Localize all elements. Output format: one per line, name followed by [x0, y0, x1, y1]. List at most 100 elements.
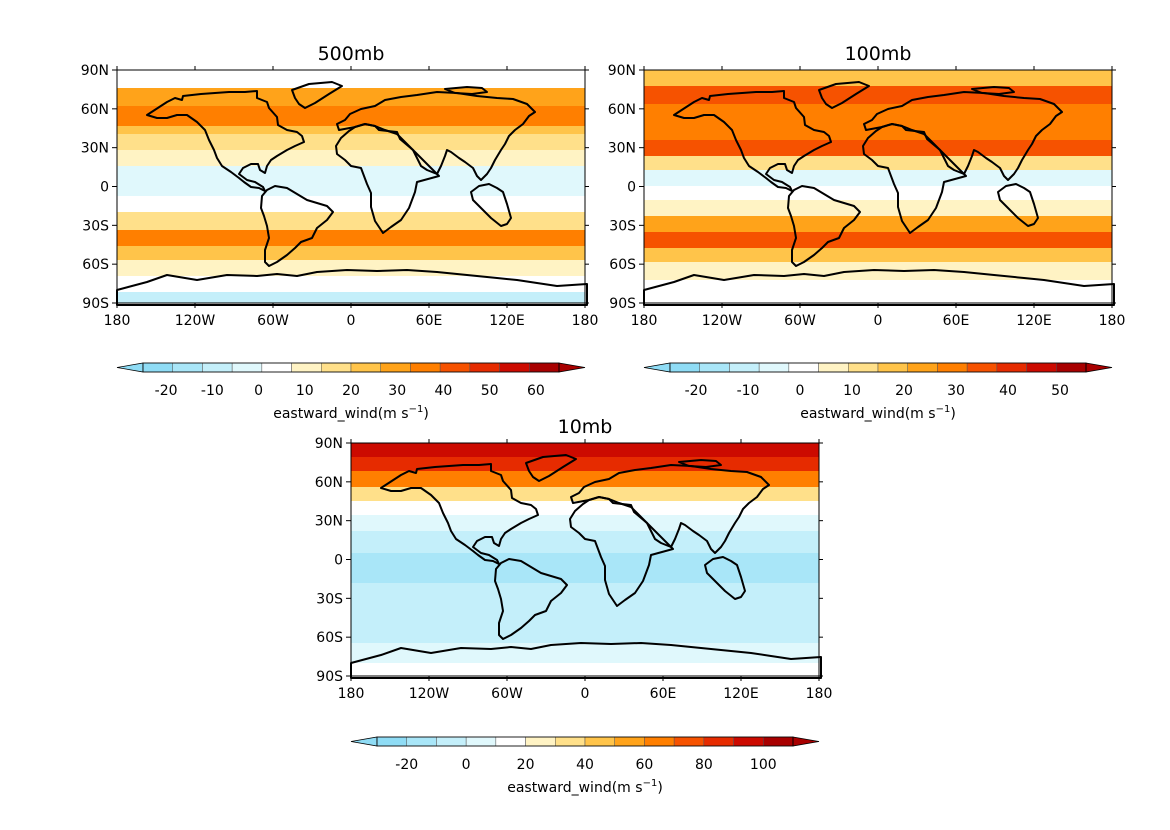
- colorbar-segment: [644, 736, 675, 747]
- colorbar-segment: [439, 362, 471, 373]
- lat-tick-label: 30S: [82, 218, 109, 234]
- colorbar-tick-label: 40: [999, 383, 1017, 399]
- lat-tick-label: 30S: [609, 218, 636, 234]
- colorbar-segment: [321, 362, 352, 373]
- wind-field-10mb: [351, 443, 819, 676]
- wind-band: [644, 86, 1112, 104]
- colorbar-500mb: -20 -10 0 10 20 30 40 50 60: [116, 362, 586, 399]
- colorbar-tick-label: 20: [895, 383, 913, 399]
- panel-title-500mb: 500mb: [318, 43, 385, 65]
- colorbar-segment: [410, 362, 441, 373]
- wind-band: [644, 216, 1112, 232]
- lat-tick-label: 90N: [81, 63, 109, 79]
- wind-band: [351, 515, 819, 531]
- lon-tick-label: 180: [338, 686, 365, 702]
- panel-10mb: [350, 442, 822, 679]
- wind-band: [644, 140, 1112, 156]
- wind-band: [644, 122, 1112, 140]
- lat-tick-label: 30N: [608, 141, 636, 157]
- wind-band: [644, 200, 1112, 216]
- colorbar-segment: [729, 362, 760, 373]
- colorbar-segment: [758, 362, 790, 373]
- wind-band: [117, 166, 585, 180]
- colorbar-tick-label: -10: [201, 383, 224, 399]
- lon-ticks-500mb: 180 120W 60W 0 60E 120E 180: [104, 66, 599, 329]
- colorbar-tick-label: 60: [527, 383, 545, 399]
- lat-ticks-100mb: 90N 60N 30N 0 30S 60S 90S: [608, 63, 1116, 312]
- colorbar-tick-label: 100: [750, 757, 777, 773]
- lon-tick-label: 180: [104, 313, 131, 329]
- colorbar-segment: [733, 736, 764, 747]
- colorbar-tick-label: 40: [576, 757, 594, 773]
- wind-band: [117, 246, 585, 260]
- wind-band: [644, 248, 1112, 262]
- colorbar-10mb: -20 0 20 40 60 80 100: [350, 736, 820, 773]
- lat-tick-label: 0: [334, 553, 343, 569]
- lat-tick-label: 90S: [609, 296, 636, 312]
- colorbar-extend-high: [558, 362, 586, 373]
- lat-tick-label: 30N: [315, 514, 343, 530]
- lat-tick-label: 90N: [608, 63, 636, 79]
- colorbar-segment: [261, 362, 292, 373]
- colorbar-segment: [172, 362, 203, 373]
- wind-band: [351, 553, 819, 583]
- lon-tick-label: 180: [806, 686, 833, 702]
- wind-band: [644, 170, 1112, 186]
- wind-field-500mb: [117, 70, 585, 303]
- wind-band: [117, 230, 585, 246]
- lon-tick-label: 60E: [650, 686, 677, 702]
- colorbar-segment: [525, 736, 556, 747]
- colorbar-segment: [788, 362, 819, 373]
- colorbar-frame: [376, 736, 794, 747]
- colorbar-segment: [1056, 362, 1087, 373]
- lon-tick-label: 120W: [702, 313, 743, 329]
- colorbar-extend-high: [1085, 362, 1113, 373]
- lon-tick-label: 120W: [409, 686, 450, 702]
- wind-band: [117, 196, 585, 212]
- colorbar-segment: [231, 362, 263, 373]
- wind-band: [117, 106, 585, 126]
- colorbar-tick-label: 20: [517, 757, 535, 773]
- colorbar-tick-label: 10: [843, 383, 861, 399]
- colorbar-segment: [406, 736, 437, 747]
- lon-tick-label: 60E: [943, 313, 970, 329]
- panel-title-100mb: 100mb: [845, 43, 912, 65]
- wind-band: [351, 501, 819, 515]
- wind-band: [117, 292, 585, 303]
- lat-tick-label: 60N: [315, 475, 343, 491]
- wind-band: [117, 276, 585, 292]
- colorbar-segment: [499, 362, 530, 373]
- colorbar-segment: [669, 362, 700, 373]
- colorbar-segment: [614, 736, 645, 747]
- colorbar-tick-label: -10: [737, 383, 760, 399]
- colorbar-segment: [350, 362, 381, 373]
- lat-tick-label: 30N: [81, 141, 109, 157]
- colorbar-tick-label: 30: [388, 383, 406, 399]
- colorbar-segment: [465, 736, 497, 747]
- lon-tick-label: 180: [572, 313, 599, 329]
- colorbar-segment: [142, 362, 173, 373]
- colorbar-tick-label: 0: [462, 757, 471, 773]
- wind-band: [351, 583, 819, 613]
- colorbar-segment: [937, 362, 968, 373]
- colorbar-tick-label: -20: [155, 383, 178, 399]
- lat-tick-label: 60N: [81, 102, 109, 118]
- panel-title-10mb: 10mb: [558, 416, 613, 438]
- wind-band: [644, 186, 1112, 200]
- colorbar-segment: [699, 362, 730, 373]
- lat-tick-label: 30S: [316, 591, 343, 607]
- lat-tick-label: 90S: [316, 669, 343, 685]
- panel-100mb: [643, 69, 1115, 306]
- lon-tick-label: 0: [347, 313, 356, 329]
- colorbar-label-500mb: eastward_wind(m s−1): [273, 404, 429, 422]
- colorbar-segment: [996, 362, 1027, 373]
- colorbar-segment: [877, 362, 908, 373]
- colorbar-tick-label: 30: [947, 383, 965, 399]
- wind-band: [644, 280, 1112, 303]
- lat-tick-label: 60N: [608, 102, 636, 118]
- colorbar-segment: [848, 362, 879, 373]
- colorbar-segment: [202, 362, 233, 373]
- lat-tick-label: 90S: [82, 296, 109, 312]
- colorbar-tick-label: 40: [435, 383, 453, 399]
- lat-tick-label: 90N: [315, 436, 343, 452]
